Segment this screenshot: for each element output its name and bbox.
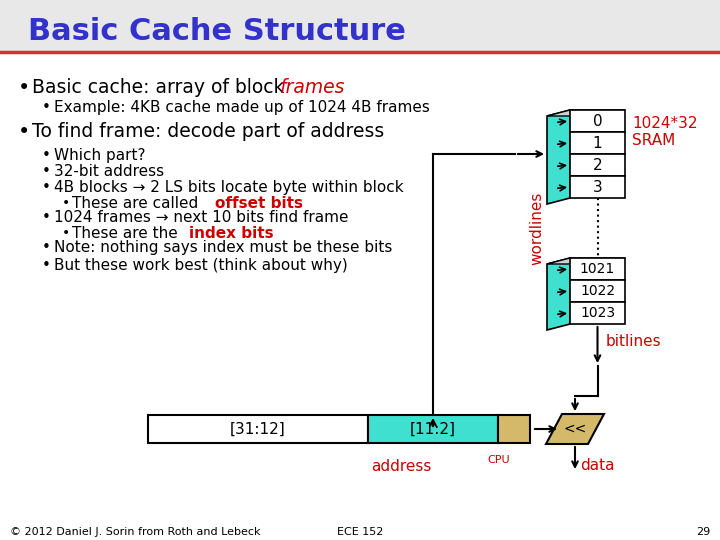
Text: 2: 2 (593, 158, 603, 172)
Text: 4B blocks → 2 LS bits locate byte within block: 4B blocks → 2 LS bits locate byte within… (54, 180, 404, 195)
Bar (570, 302, 625, 324)
Text: •: • (42, 148, 51, 163)
Bar (570, 176, 625, 198)
Text: But these work best (think about why): But these work best (think about why) (54, 258, 348, 273)
Text: •: • (18, 78, 30, 98)
Text: data: data (580, 458, 614, 473)
Text: Which part?: Which part? (54, 148, 145, 163)
Text: 1022: 1022 (580, 284, 615, 298)
Text: 29: 29 (696, 527, 710, 537)
Text: offset bits: offset bits (215, 196, 303, 211)
Text: Basic Cache Structure: Basic Cache Structure (28, 17, 406, 46)
Text: Example: 4KB cache made up of 1024 4B frames: Example: 4KB cache made up of 1024 4B fr… (54, 100, 430, 115)
Text: bitlines: bitlines (606, 334, 661, 349)
Bar (570, 132, 625, 154)
Bar (570, 154, 625, 176)
Polygon shape (547, 258, 625, 264)
Text: These are the: These are the (72, 226, 183, 241)
Text: 32-bit address: 32-bit address (54, 164, 164, 179)
Text: [11:2]: [11:2] (410, 422, 456, 436)
Text: index bits: index bits (189, 226, 274, 241)
Text: 3: 3 (593, 179, 603, 194)
Text: •: • (42, 164, 51, 179)
Text: <<: << (563, 422, 587, 436)
Bar (570, 280, 625, 302)
Text: •: • (18, 122, 30, 142)
Text: 1024 frames → next 10 bits find frame: 1024 frames → next 10 bits find frame (54, 210, 348, 225)
Text: Basic cache: array of block: Basic cache: array of block (32, 78, 290, 97)
Text: 1024*32
SRAM: 1024*32 SRAM (632, 116, 698, 148)
Text: 0: 0 (593, 113, 603, 129)
Text: •: • (42, 258, 51, 273)
Bar (148, 415, 368, 443)
Text: [31:12]: [31:12] (230, 422, 286, 436)
Text: •: • (42, 240, 51, 255)
Text: Note: nothing says index must be these bits: Note: nothing says index must be these b… (54, 240, 392, 255)
Polygon shape (546, 414, 604, 444)
Bar (498, 415, 530, 443)
Text: wordlines: wordlines (529, 191, 544, 265)
Polygon shape (547, 110, 570, 204)
Text: © 2012 Daniel J. Sorin from Roth and Lebeck: © 2012 Daniel J. Sorin from Roth and Leb… (10, 527, 261, 537)
Text: •: • (62, 226, 71, 240)
Text: •: • (42, 180, 51, 195)
Text: •: • (42, 210, 51, 225)
Text: CPU: CPU (487, 455, 510, 465)
Text: 1021: 1021 (580, 262, 615, 276)
Bar (368, 415, 498, 443)
Text: 1023: 1023 (580, 306, 615, 320)
Text: •: • (62, 196, 71, 210)
Text: frames: frames (280, 78, 346, 97)
Text: These are called: These are called (72, 196, 203, 211)
Text: address: address (371, 459, 431, 474)
Polygon shape (547, 258, 570, 330)
Bar (570, 258, 625, 280)
Text: 1: 1 (593, 136, 603, 151)
Bar (570, 110, 625, 132)
Text: •: • (42, 100, 51, 115)
Text: ECE 152: ECE 152 (337, 527, 383, 537)
Text: To find frame: decode part of address: To find frame: decode part of address (32, 122, 384, 141)
Polygon shape (547, 110, 625, 116)
Bar (0, 0, 720, 52)
